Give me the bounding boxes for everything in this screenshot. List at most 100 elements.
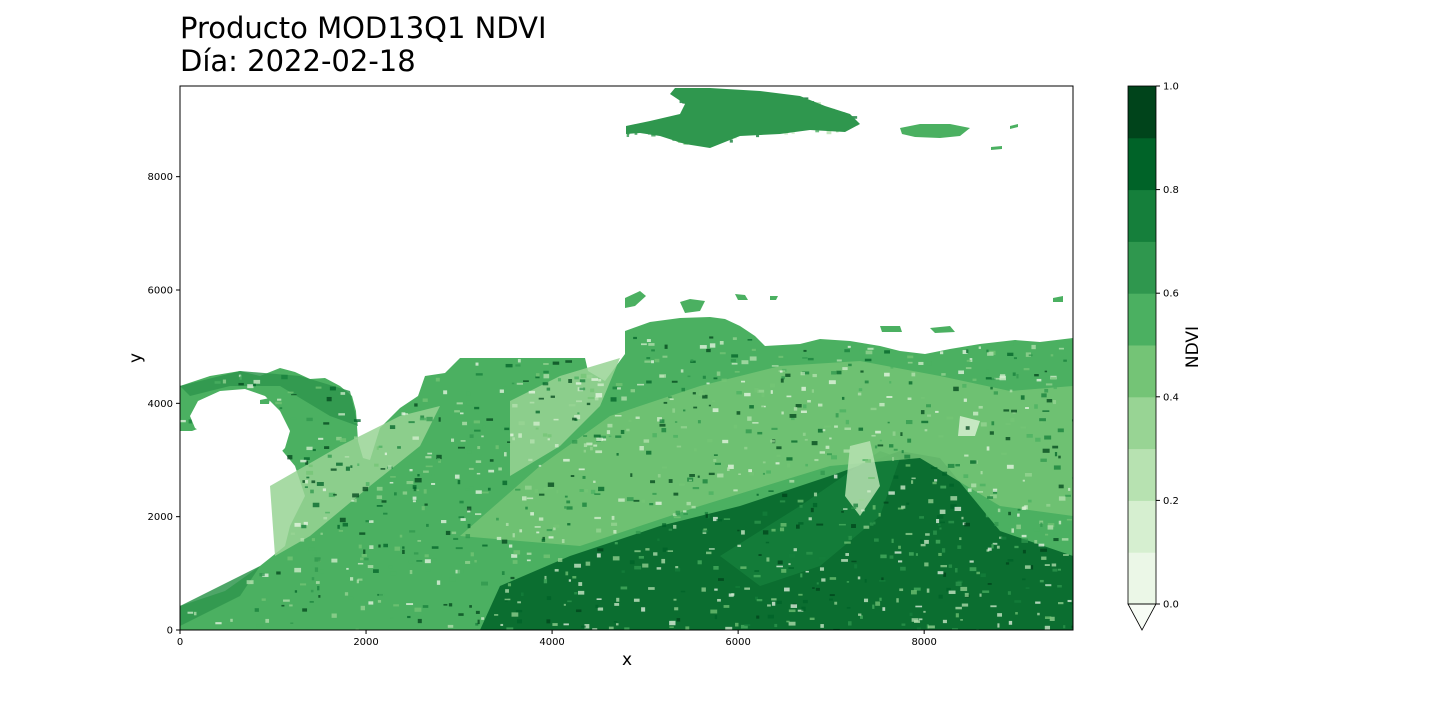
raster-cell: [754, 520, 761, 524]
land-island: [991, 146, 1002, 150]
raster-cell: [928, 499, 934, 504]
raster-cell: [611, 522, 618, 526]
raster-cell: [901, 623, 906, 626]
raster-cell: [673, 492, 679, 496]
raster-cell: [1013, 357, 1017, 360]
raster-cell: [993, 377, 1001, 380]
raster-cell: [378, 445, 383, 448]
raster-cell: [1041, 556, 1047, 560]
raster-cell: [596, 553, 601, 558]
raster-cell: [337, 524, 340, 529]
raster-cell: [749, 471, 755, 476]
raster-cell: [802, 599, 808, 604]
raster-cell: [1003, 409, 1010, 412]
raster-cell: [572, 440, 578, 444]
raster-cell: [238, 382, 244, 386]
raster-cell: [955, 581, 962, 587]
raster-cell: [941, 548, 946, 553]
raster-cell: [744, 446, 748, 450]
raster-cell: [594, 493, 601, 495]
raster-cell: [281, 604, 285, 607]
raster-cell: [432, 558, 437, 561]
raster-cell: [303, 457, 310, 461]
raster-cell: [1015, 612, 1018, 615]
raster-cell: [357, 578, 363, 581]
raster-cell: [964, 454, 969, 457]
land-island: [626, 88, 860, 148]
raster-cell: [985, 377, 992, 380]
raster-cell: [635, 530, 641, 534]
raster-cell: [500, 623, 504, 626]
raster-cell: [747, 339, 753, 341]
raster-cell: [468, 486, 474, 491]
raster-cell: [1057, 602, 1064, 605]
raster-cell: [1024, 565, 1031, 569]
raster-cell: [991, 421, 995, 426]
raster-cell: [662, 547, 668, 552]
raster-cell: [886, 396, 893, 398]
raster-cell: [1001, 452, 1007, 455]
raster-cell: [730, 358, 736, 363]
raster-cell: [489, 459, 494, 462]
raster-cell: [901, 450, 904, 454]
raster-cell: [468, 467, 474, 470]
raster-cell: [522, 496, 527, 501]
raster-cell: [556, 489, 559, 494]
raster-cell: [918, 361, 924, 365]
raster-cell: [978, 346, 981, 349]
raster-cell: [475, 373, 483, 376]
raster-cell: [798, 593, 803, 596]
raster-cell: [698, 393, 705, 396]
raster-cell: [312, 502, 320, 508]
colorbar-band: [1128, 552, 1156, 605]
colorbar-tick-label: 0.0: [1163, 600, 1179, 611]
colorbar-label: NDVI: [1183, 326, 1203, 368]
raster-cell: [712, 400, 716, 402]
raster-cell: [399, 534, 403, 538]
raster-cell: [1005, 437, 1011, 441]
raster-cell: [403, 413, 409, 415]
raster-cell: [891, 457, 895, 461]
raster-cell: [702, 479, 708, 484]
raster-cell: [393, 604, 399, 607]
raster-cell: [466, 506, 472, 511]
raster-cell: [401, 412, 406, 416]
raster-cell: [673, 516, 681, 519]
raster-cell: [716, 371, 721, 376]
raster-cell: [369, 545, 374, 550]
raster-cell: [771, 601, 776, 606]
raster-cell: [339, 517, 346, 523]
raster-cell: [821, 578, 826, 582]
raster-cell: [310, 589, 314, 593]
raster-cell: [719, 352, 726, 355]
raster-cell: [693, 448, 697, 452]
raster-cell: [1022, 549, 1026, 554]
raster-cell: [608, 626, 614, 630]
raster-cell: [673, 598, 677, 601]
raster-cell: [812, 373, 817, 378]
raster-cell: [906, 502, 910, 505]
raster-cell: [905, 532, 913, 536]
raster-cell: [574, 376, 579, 380]
raster-cell: [499, 389, 504, 393]
raster-cell: [860, 370, 864, 373]
land-andes-east: [510, 358, 620, 476]
raster-cell: [744, 392, 751, 397]
raster-cell: [350, 465, 353, 468]
raster-cell: [843, 508, 848, 510]
raster-cell: [969, 560, 974, 563]
raster-cell: [719, 340, 724, 345]
raster-cell: [564, 495, 568, 498]
raster-cell: [949, 483, 954, 487]
lake-maracaibo: [190, 389, 290, 458]
raster-cell: [896, 598, 899, 603]
raster-cell: [966, 359, 972, 362]
raster-cell: [955, 606, 962, 610]
raster-cell: [596, 528, 602, 533]
raster-cell: [706, 551, 712, 555]
raster-cell: [766, 470, 771, 474]
raster-cell: [300, 459, 307, 463]
raster-cell: [639, 446, 644, 451]
raster-cell: [814, 458, 819, 462]
raster-cell: [911, 618, 919, 622]
